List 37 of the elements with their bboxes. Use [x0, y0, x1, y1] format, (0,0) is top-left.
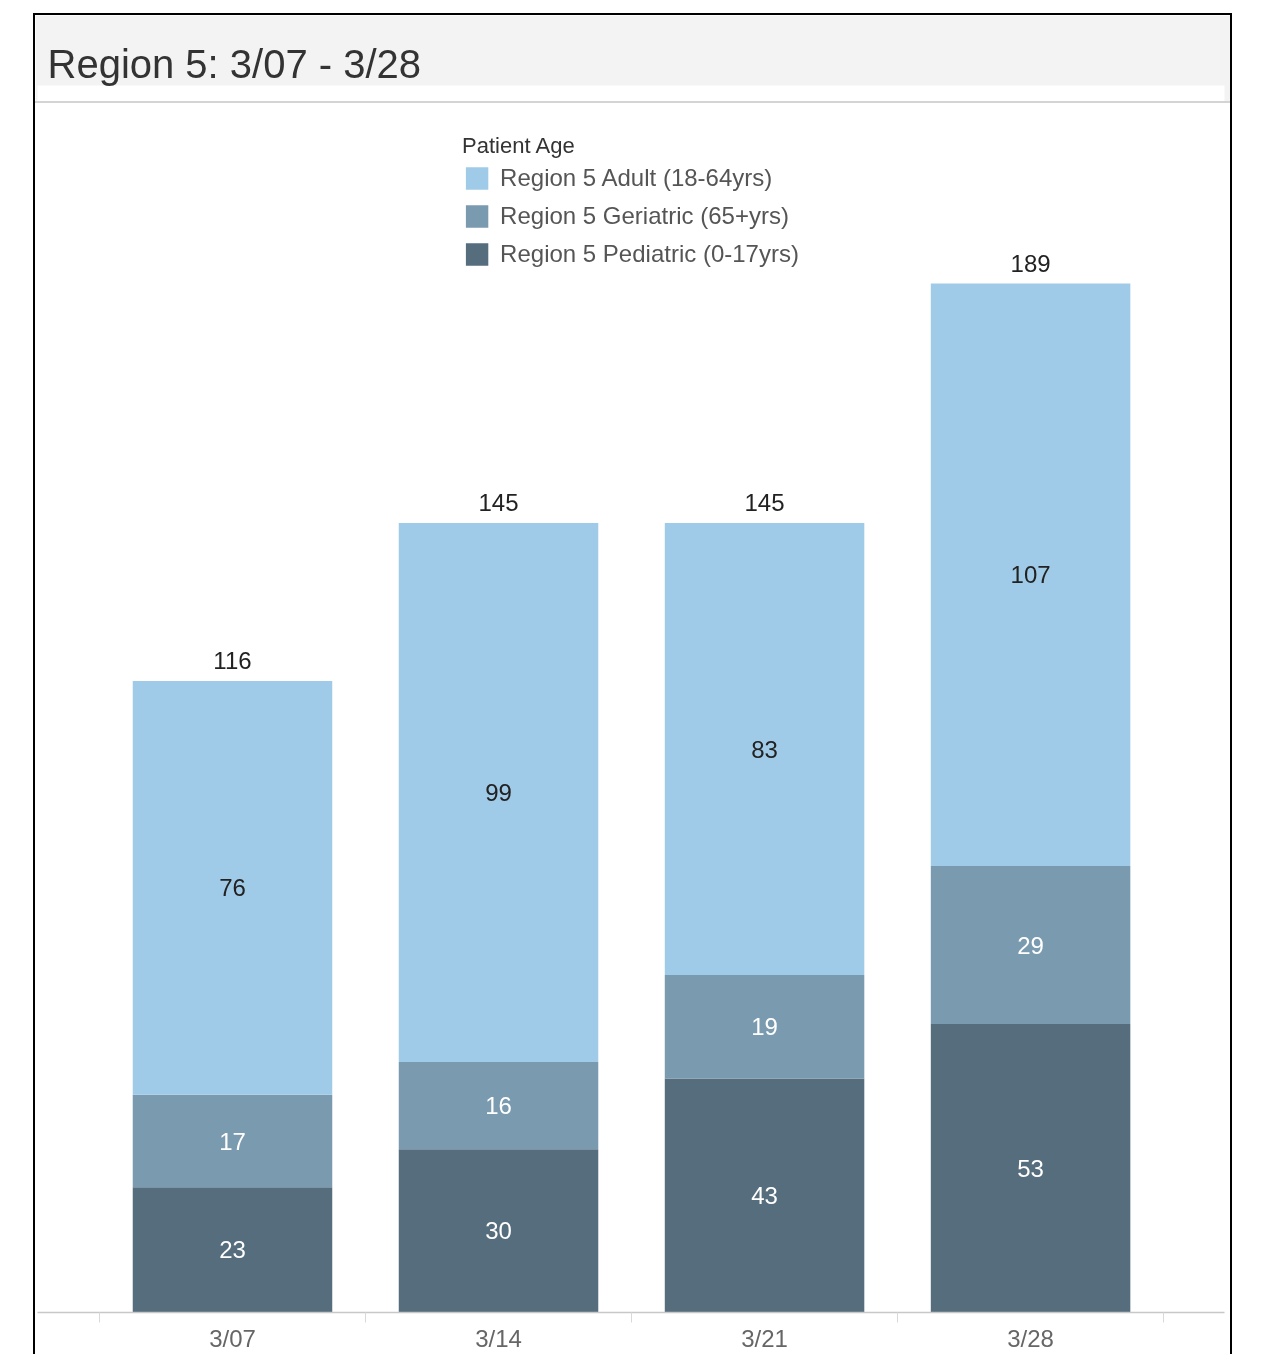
- bar: [398, 523, 599, 1063]
- total-label: 116: [213, 646, 252, 674]
- bar: [132, 680, 333, 1095]
- data-label: 17: [219, 1127, 246, 1155]
- legend-label: Region 5 Adult (18-64yrs): [500, 164, 773, 192]
- x-tick-label: 3/21: [741, 1324, 788, 1352]
- data-label: 29: [1017, 931, 1044, 959]
- data-label: 23: [219, 1236, 246, 1264]
- total-label: 145: [744, 489, 785, 517]
- legend-title: Patient Age: [462, 133, 576, 159]
- bar: [930, 283, 1131, 867]
- x-tick-label: 3/07: [209, 1324, 256, 1352]
- bar: [132, 1094, 333, 1188]
- total-label: 145: [478, 489, 519, 517]
- data-label: 83: [751, 735, 778, 763]
- bar: [132, 1187, 333, 1313]
- x-tick-label: 3/14: [475, 1324, 522, 1352]
- data-label: 43: [751, 1181, 778, 1209]
- data-label: 107: [1010, 561, 1051, 589]
- data-label: 16: [485, 1092, 512, 1120]
- bar: [930, 866, 1131, 1024]
- data-label: 76: [219, 874, 246, 902]
- data-label: 30: [485, 1217, 512, 1245]
- legend-label: Region 5 Pediatric (0-17yrs): [500, 240, 799, 268]
- total-label: 189: [1010, 249, 1051, 277]
- bar: [664, 974, 865, 1079]
- data-label: 99: [485, 779, 512, 807]
- chart-title: Region 5: 3/07 - 3/28: [47, 41, 422, 86]
- bar: [930, 1023, 1131, 1313]
- legend-label: Region 5 Geriatric (65+yrs): [500, 202, 789, 230]
- bar: [664, 523, 865, 975]
- data-label: 53: [1017, 1154, 1044, 1182]
- bar: [398, 1062, 599, 1150]
- data-label: 19: [751, 1013, 778, 1041]
- x-tick-label: 3/28: [1007, 1324, 1054, 1352]
- bar: [398, 1149, 599, 1313]
- bar: [664, 1078, 865, 1313]
